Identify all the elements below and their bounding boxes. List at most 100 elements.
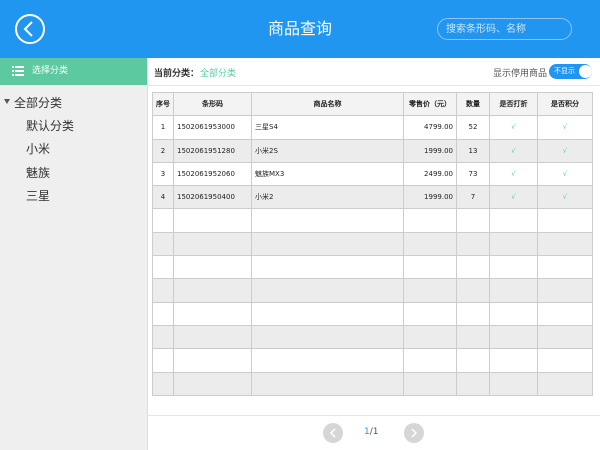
empty-cell (537, 371, 593, 396)
table-cell: √ (537, 185, 593, 210)
page-title: 商品查询 (267, 19, 332, 38)
tree-item[interactable]: 三星 (26, 188, 51, 203)
table-row (152, 278, 593, 303)
table-row (152, 348, 593, 373)
empty-cell (251, 324, 404, 350)
empty-cell (251, 348, 404, 373)
table-cell: √ (537, 138, 593, 163)
column-header: 是否积分 (537, 91, 593, 117)
empty-cell (456, 324, 490, 350)
table-row: 4 1502061950400 小米2 1999.00 7 √ √ (152, 185, 593, 210)
column-header: 商品名称 (251, 91, 404, 117)
empty-cell (537, 301, 593, 326)
empty-cell (403, 324, 457, 350)
table-cell: 魅族MX3 (251, 161, 404, 187)
table-cell: 3 (152, 161, 174, 187)
total-pages: 1 (372, 427, 379, 437)
empty-cell (403, 301, 457, 326)
current-page: 1 (364, 427, 370, 437)
column-header: 条形码 (173, 91, 252, 117)
empty-cell (489, 371, 538, 396)
table-row: 3 1502061952060 魅族MX3 2499.00 73 √ √ (152, 161, 593, 187)
table-cell: 1999.00 (403, 138, 457, 163)
table-cell: 1 (152, 115, 174, 140)
tree-root[interactable]: 全部分类 (14, 96, 63, 110)
table-cell: 1502061951280 (173, 138, 252, 163)
table-cell: √ (537, 115, 593, 140)
empty-cell (456, 255, 490, 280)
table-cell: 2 (152, 138, 174, 163)
empty-cell (489, 324, 538, 350)
empty-cell (537, 348, 593, 373)
empty-cell (489, 208, 538, 233)
table-row (152, 324, 593, 350)
page-separator: / (369, 427, 373, 437)
table-row: 1 1502061953000 三星S4 4799.00 52 √ √ (152, 115, 593, 140)
table-cell: 73 (456, 161, 490, 187)
table-row: 2 1502061951280 小米2S 1999.00 13 √ √ (152, 138, 593, 163)
sidebar-header[interactable]: 选择分类 (0, 58, 147, 85)
empty-cell (173, 208, 252, 233)
page-indicator: 1/1 (364, 427, 379, 437)
empty-cell (537, 208, 593, 233)
empty-cell (403, 371, 457, 396)
empty-cell (173, 231, 252, 257)
empty-cell (152, 371, 174, 396)
table-cell: √ (489, 185, 538, 210)
empty-cell (251, 301, 404, 326)
table-cell: 13 (456, 138, 490, 163)
table-row (152, 231, 593, 257)
prev-page[interactable] (323, 423, 343, 443)
empty-cell (489, 301, 538, 326)
tree-item[interactable]: 小米 (26, 142, 51, 157)
sidebar-header-text: 选择分类 (32, 66, 69, 76)
empty-cell (403, 255, 457, 280)
product-table: 序号 条形码 商品名称 零售价（元） 数量 是否打折 是否积分 1 1502061953000 三… (152, 91, 593, 396)
column-header: 数量 (456, 91, 490, 117)
category-label: 当前分类： (154, 69, 200, 79)
empty-cell (173, 324, 252, 350)
tree-item[interactable]: 魅族 (26, 165, 51, 180)
empty-cell (251, 278, 404, 303)
empty-cell (489, 255, 538, 280)
search-input[interactable]: 搜索条形码、名称 (437, 18, 572, 40)
empty-cell (152, 208, 174, 233)
empty-cell (489, 231, 538, 257)
table-cell: 1999.00 (403, 185, 457, 210)
empty-cell (456, 348, 490, 373)
empty-cell (152, 278, 174, 303)
column-header: 序号 (152, 91, 174, 117)
sidebar (0, 58, 148, 450)
column-header: 是否打折 (489, 91, 538, 117)
empty-cell (403, 278, 457, 303)
table-cell: 三星S4 (251, 115, 404, 140)
table-cell: √ (537, 161, 593, 187)
table-row (152, 255, 593, 280)
table-cell: √ (489, 115, 538, 140)
table-row (152, 208, 593, 233)
tree-item[interactable]: 默认分类 (26, 119, 75, 133)
table-cell: √ (489, 161, 538, 187)
empty-cell (537, 278, 593, 303)
empty-cell (173, 371, 252, 396)
empty-cell (403, 348, 457, 373)
table-row (152, 301, 593, 326)
column-header: 零售价（元） (403, 91, 457, 117)
empty-cell (152, 348, 174, 373)
empty-cell (152, 255, 174, 280)
empty-cell (537, 255, 593, 280)
toolbar: 当前分类： 全部分类 显示停用商品 (148, 58, 600, 86)
table-cell: 小米2S (251, 138, 404, 163)
empty-cell (456, 301, 490, 326)
empty-cell (403, 208, 457, 233)
table-cell: 4799.00 (403, 115, 457, 140)
back-button[interactable] (15, 14, 45, 44)
empty-cell (456, 371, 490, 396)
category-value: 全部分类 (200, 69, 237, 79)
table-cell: 小米2 (251, 185, 404, 210)
empty-cell (403, 231, 457, 257)
next-page[interactable] (404, 423, 424, 443)
list-icon (12, 66, 24, 76)
expand-arrow[interactable] (4, 99, 10, 105)
